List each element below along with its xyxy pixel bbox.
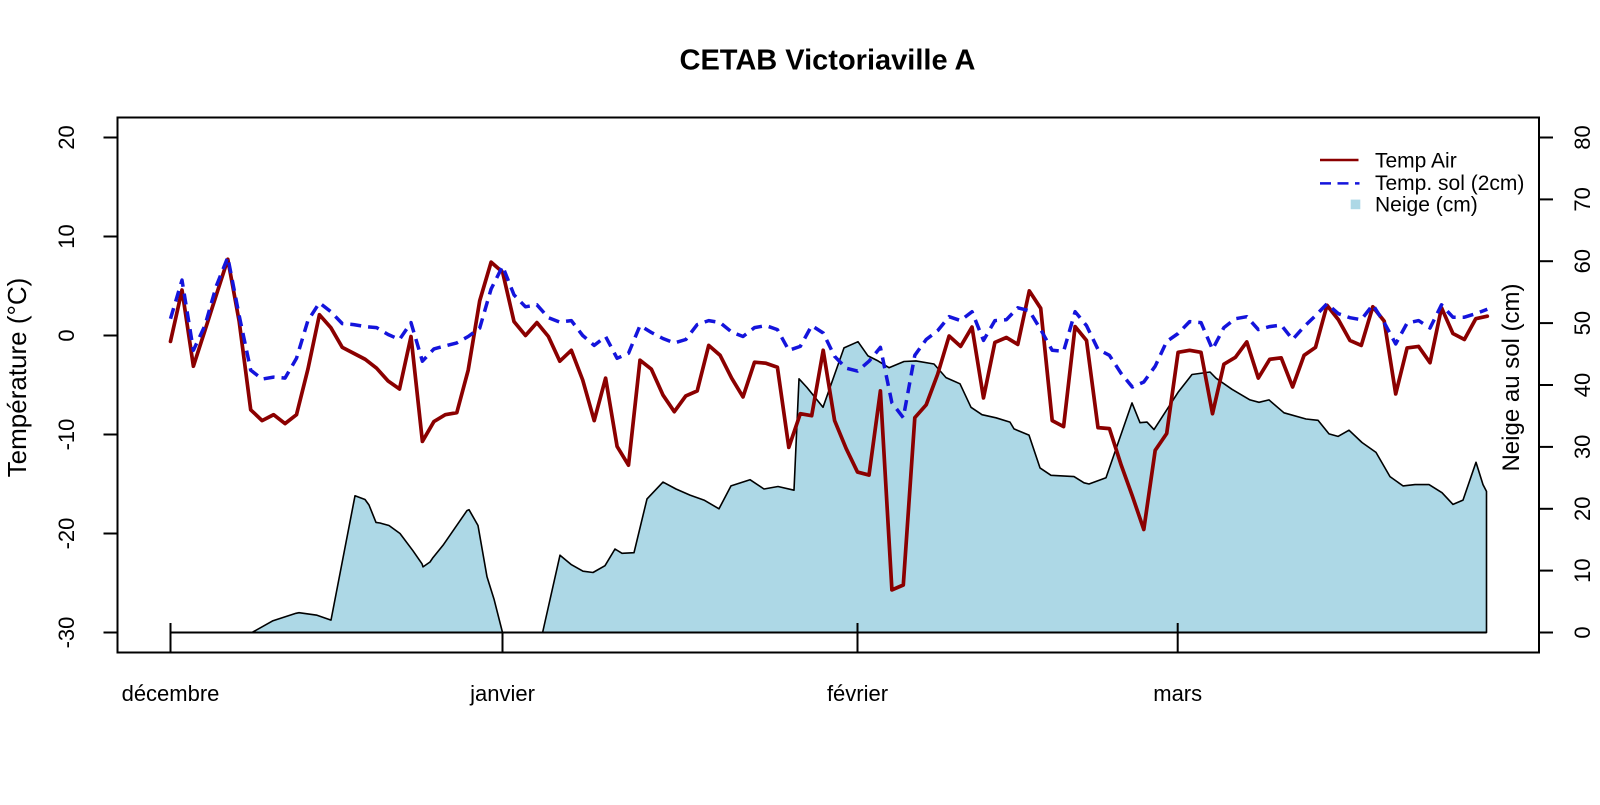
svg-text:Temp. sol (2cm): Temp. sol (2cm): [1375, 172, 1524, 195]
svg-text:80: 80: [1570, 125, 1595, 149]
svg-text:février: février: [827, 681, 888, 706]
svg-text:40: 40: [1570, 373, 1595, 397]
svg-text:décembre: décembre: [122, 681, 220, 706]
svg-text:Neige au sol (cm): Neige au sol (cm): [1498, 283, 1525, 471]
svg-text:50: 50: [1570, 311, 1595, 335]
svg-text:-10: -10: [54, 419, 79, 451]
svg-text:Temp Air: Temp Air: [1375, 150, 1457, 173]
svg-text:60: 60: [1570, 249, 1595, 273]
svg-text:0: 0: [1570, 626, 1595, 638]
svg-text:10: 10: [1570, 558, 1595, 582]
svg-text:mars: mars: [1153, 681, 1202, 706]
svg-text:Température (°C): Température (°C): [2, 278, 32, 478]
svg-text:10: 10: [54, 224, 79, 248]
svg-text:30: 30: [1570, 435, 1595, 459]
svg-text:-30: -30: [54, 617, 79, 649]
svg-text:70: 70: [1570, 187, 1595, 211]
svg-text:20: 20: [54, 125, 79, 149]
svg-text:-20: -20: [54, 518, 79, 550]
svg-text:janvier: janvier: [469, 681, 535, 706]
svg-text:20: 20: [1570, 497, 1595, 521]
svg-text:CETAB Victoriaville A: CETAB Victoriaville A: [680, 45, 976, 77]
svg-text:0: 0: [54, 329, 79, 341]
svg-text:Neige (cm): Neige (cm): [1375, 194, 1478, 217]
